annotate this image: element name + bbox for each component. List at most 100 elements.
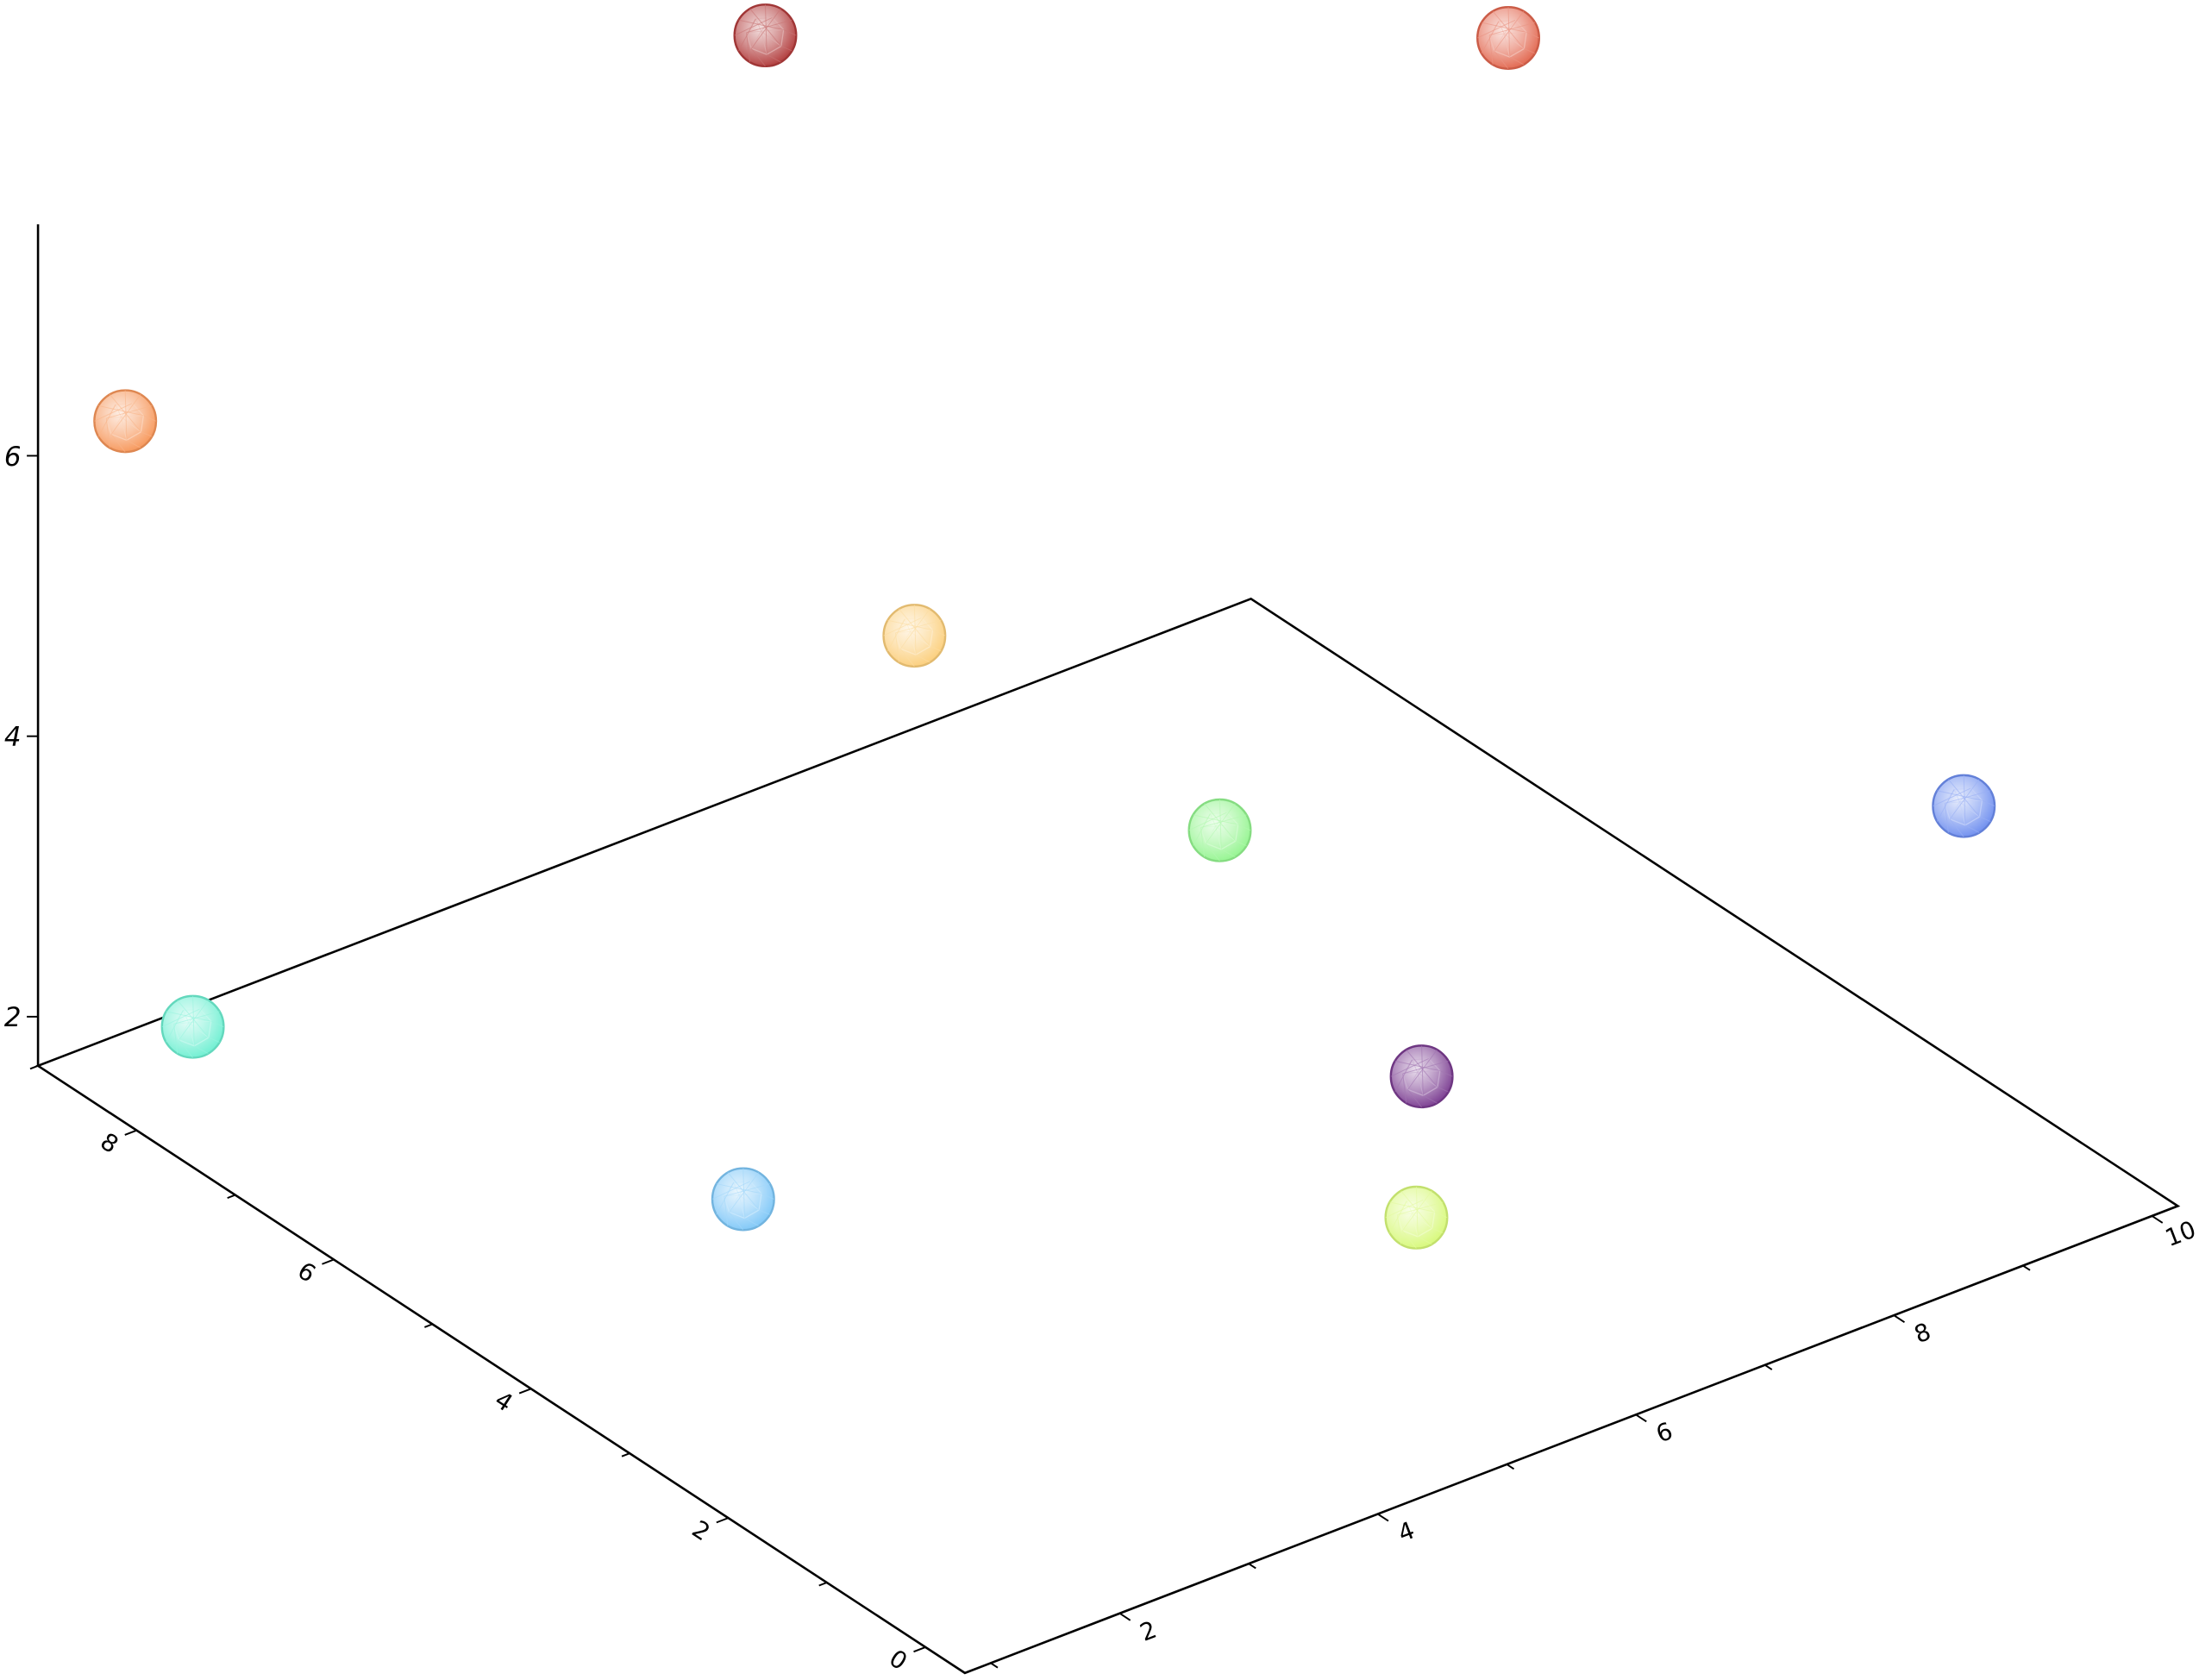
x-tick [1118,1612,1131,1621]
sphere-facet-edge [188,1020,211,1024]
sphere-facet-edge [1432,1227,1444,1234]
y-tick [818,1582,828,1587]
sphere-facet-edge [1494,50,1509,70]
sphere-facet-edge [188,1022,195,1046]
sphere-facet-edge [738,18,756,52]
sphere-facet-edge [764,4,767,55]
data-point-sphere [93,389,158,454]
sphere-facet-edge [758,1209,770,1215]
sphere-facet-edge [1481,22,1527,33]
sphere-facet-edge [1394,1059,1413,1093]
y-tick [716,1517,729,1524]
sphere-facet-edge [98,404,144,417]
sphere-facets [1488,19,1527,58]
sphere-facet-edge [886,618,905,652]
sphere-facet-edge [1524,48,1536,54]
x-tick [1764,1363,1773,1370]
sphere-facet-edge [899,648,915,668]
sphere-facet-edge [1959,799,1983,803]
sphere-facet-edge [1415,1187,1419,1237]
sphere-facet-edge [1982,799,1995,807]
sphere-facet-edge [1200,814,1247,828]
base-plane-outline [35,597,2181,1675]
x-tick [1893,1314,1906,1323]
sphere-facet-edge [1434,1211,1448,1219]
sphere-facet-edge [106,404,153,419]
sphere-facet-edge [1959,801,1980,818]
sphere-facet-edge [1949,779,1980,820]
sphere-facet-edge [173,1011,220,1025]
sphere-facet-edge [166,1010,184,1043]
data-point-sphere [733,3,798,68]
sphere-facet-edge [1417,1070,1440,1073]
sphere-facet-edge [899,608,930,649]
sphere-facet-edge [729,1212,744,1231]
sphere-facet-edge [909,631,917,655]
sphere-facet-edge [1945,790,1991,804]
sphere-facet-edge [1215,824,1238,827]
sphere-facet-edge [930,646,942,652]
sphere-facet-edge [1936,789,1955,822]
data-point-sphere [1384,1185,1449,1250]
x-axis: 2 4 6 8 10 [990,1215,2199,1669]
sphere-facet-edge [1488,34,1494,66]
sphere-facet-edge [1488,22,1536,36]
sphere-facet-edge [1412,1211,1435,1214]
y-tick-label: 8 [96,1127,124,1159]
data-point-sphere [1932,774,1996,838]
sphere-facet-edge [1417,1236,1432,1245]
sphere-facet-edge [761,1193,774,1200]
sphere-facets [1944,787,1983,826]
sphere-facet-edge [744,1218,759,1226]
sphere-facet-edge [166,1011,211,1022]
y-tick-label: 0 [884,1644,912,1676]
sphere-facet-edge [1417,1058,1430,1073]
sphere-facet-edge [915,654,930,663]
sphere-facet-edge [192,995,195,1046]
data-point-sphere [711,1167,775,1232]
sphere-facet-edge [1237,824,1251,831]
x-tick [1635,1414,1647,1423]
sphere-facet-edge [1421,1045,1424,1096]
sphere-facet-edge [178,1000,209,1041]
sphere-facet-edge [1504,31,1527,34]
sphere-facet-edge [210,1020,224,1028]
sphere-facet-edge [120,417,128,441]
data-points [93,3,1996,1250]
sphere-facet-edge [783,29,797,36]
sphere-facet-edge [97,404,116,437]
sphere-facets [105,403,145,442]
sphere-facet-edge [1958,801,1966,825]
sphere-facet-edge [1205,803,1236,844]
x-tick [1506,1464,1515,1470]
sphere-facet-edge [1401,1230,1417,1249]
sphere-facets [724,1181,762,1219]
sphere-facet-edge [738,1193,762,1196]
sphere-facet-edge [1979,816,1991,822]
sphere-facet-edge [724,1196,729,1226]
sphere-facets [1200,812,1239,850]
sphere-facet-edge [1481,21,1500,54]
sphere-facet-edge [1394,1060,1440,1072]
y-tick-label: 6 [292,1257,321,1288]
sphere-facet-edge [126,440,141,448]
y-tick [621,1452,630,1457]
z-tick-label: 4 [4,722,22,753]
data-point-sphere [160,994,225,1059]
sphere-facet-edge [1401,1190,1432,1232]
x-tick-label: 8 [1910,1317,1934,1349]
sphere-facet-edge [1417,1071,1438,1088]
x-tick [2151,1215,2164,1224]
sphere-facet-edge [750,47,766,67]
sphere-facet-edge [1193,814,1238,825]
sphere-facet-edge [1417,1072,1424,1096]
y-tick [124,1129,137,1136]
sphere-facet-edge [910,630,933,632]
sphere-facet-edge [1503,33,1525,49]
y-tick [322,1258,335,1265]
sphere-facet-edge [1402,1073,1407,1104]
sphere-facet-edge [1406,1049,1438,1090]
z-axis: 2 4 6 [4,442,39,1033]
sphere-facet-edge [1503,34,1511,58]
sphere-facet-edge [173,1024,179,1054]
